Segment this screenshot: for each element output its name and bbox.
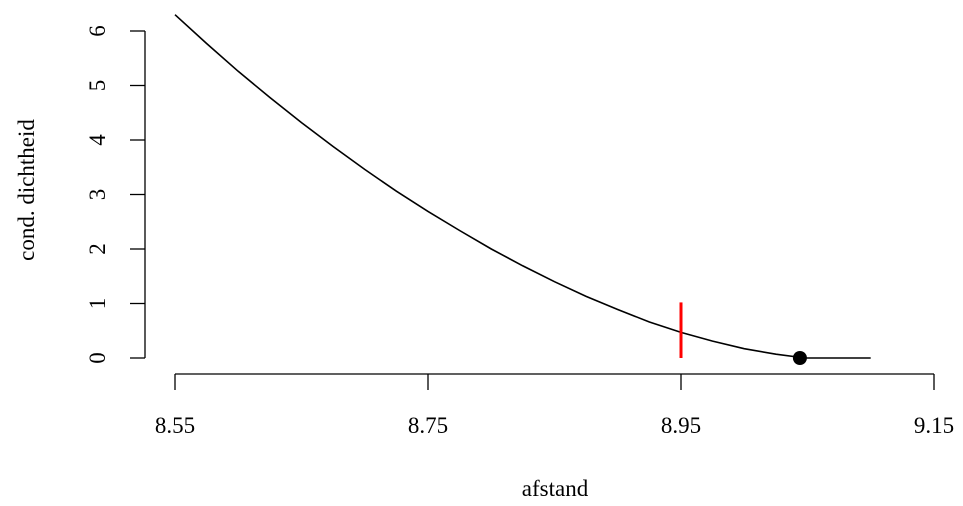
- density-curve: [174, 14, 871, 359]
- x-tick-label: 8.55: [155, 413, 195, 438]
- x-tick-label: 9.15: [914, 413, 954, 438]
- y-tick-label: 2: [85, 243, 110, 255]
- x-tick-label: 8.95: [661, 413, 701, 438]
- observed-point: [792, 351, 807, 365]
- y-tick-label: 3: [85, 189, 110, 201]
- y-tick-label: 0: [85, 352, 110, 364]
- y-axis: 0 1 2 3 4 5 6: [85, 25, 146, 364]
- x-ticks: 8.55 8.75 8.95 9.15: [155, 374, 954, 438]
- plot-area: [174, 14, 871, 365]
- y-axis-title: cond. dichtheid: [14, 119, 39, 261]
- y-tick-label: 4: [85, 134, 110, 146]
- y-tick-label: 1: [85, 298, 110, 310]
- x-axis: 8.55 8.75 8.95 9.15: [155, 373, 954, 438]
- x-tick-label: 8.75: [408, 413, 448, 438]
- x-axis-title: afstand: [522, 476, 589, 501]
- y-tick-label: 5: [85, 80, 110, 92]
- y-ticks: 0 1 2 3 4 5 6: [85, 25, 145, 364]
- y-tick-label: 6: [85, 25, 110, 37]
